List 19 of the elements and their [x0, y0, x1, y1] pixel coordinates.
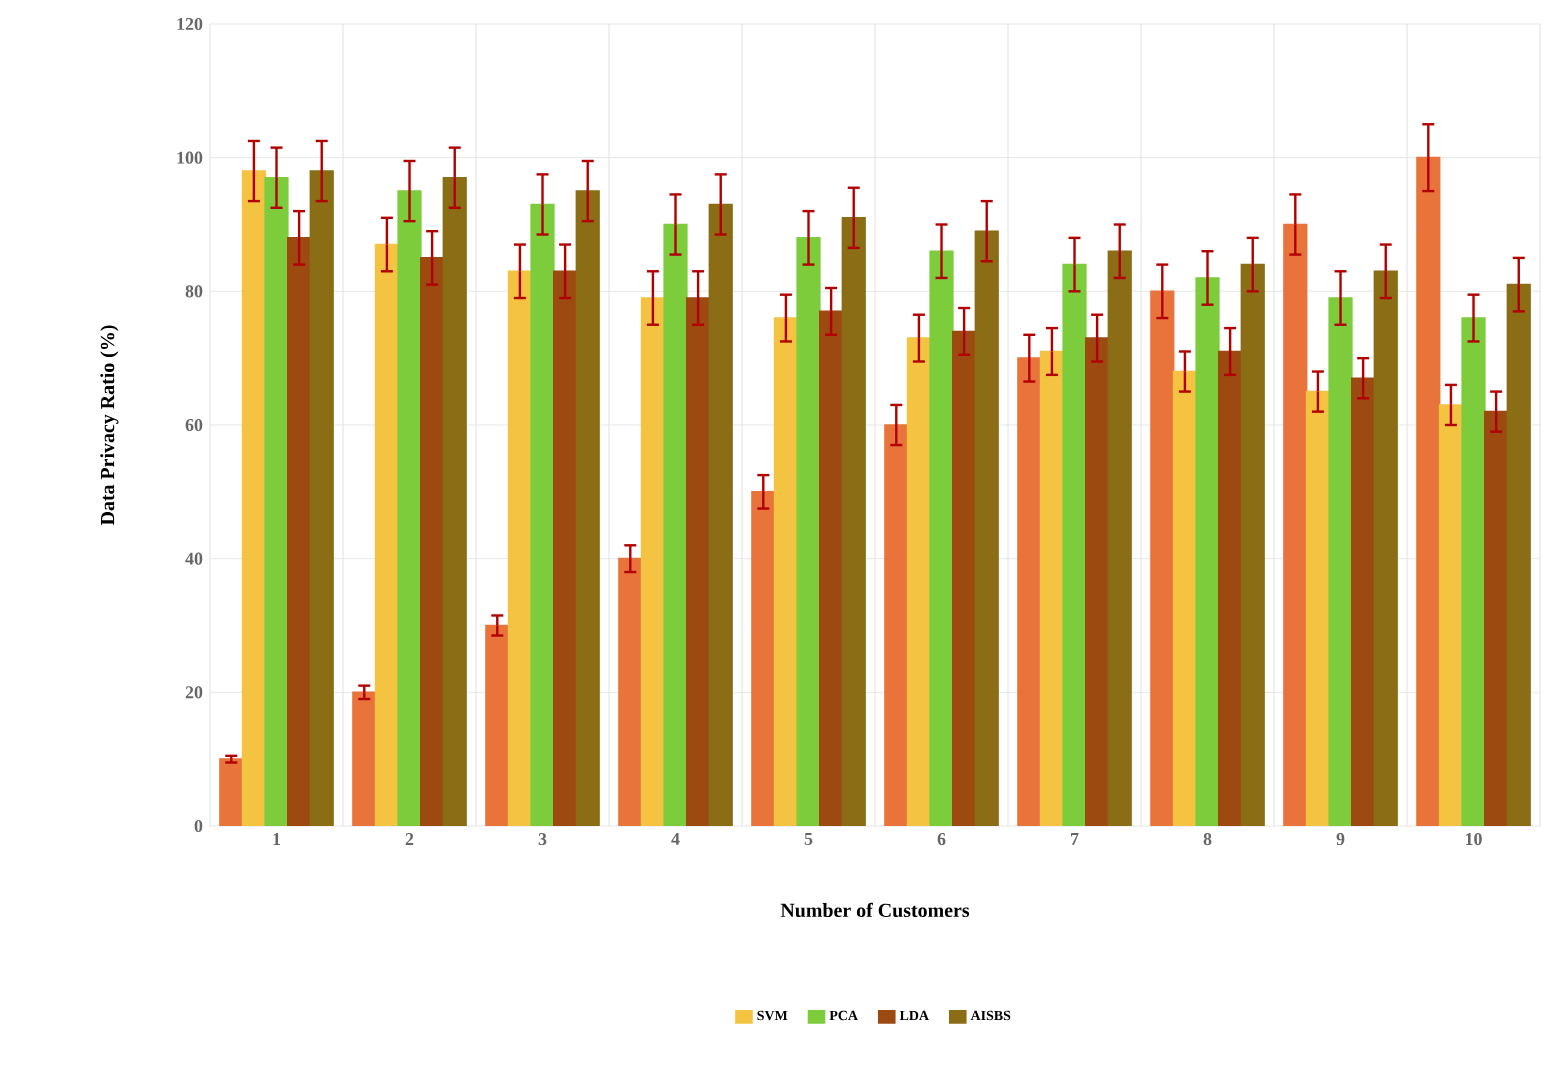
x-tick-label: 4: [671, 833, 680, 845]
y-tick-label: 40: [185, 552, 203, 565]
x-tick-label: 8: [1203, 833, 1212, 846]
y-tick-label: 120: [177, 17, 203, 31]
x-tick-label: 10: [1465, 833, 1482, 846]
y-tick-label: 80: [185, 285, 203, 298]
x-tick-label: 5: [804, 833, 813, 845]
y-tick-label: 100: [177, 151, 203, 164]
x-tick-label: 6: [937, 833, 946, 846]
y-axis-title: Data Privacy Ratio (%): [100, 325, 119, 526]
x-tick-label: 2: [405, 833, 414, 845]
y-tick-label: 0: [194, 819, 203, 833]
x-tick-label: 7: [1071, 833, 1079, 845]
y-tick-label: 20: [185, 686, 203, 699]
x-tick-label: 1: [273, 833, 281, 845]
x-tick-label: 3: [538, 833, 547, 846]
y-tick-label: 60: [185, 418, 203, 432]
x-axis-title: Number of Customers: [780, 902, 970, 918]
x-tick-label: 9: [1336, 833, 1345, 846]
